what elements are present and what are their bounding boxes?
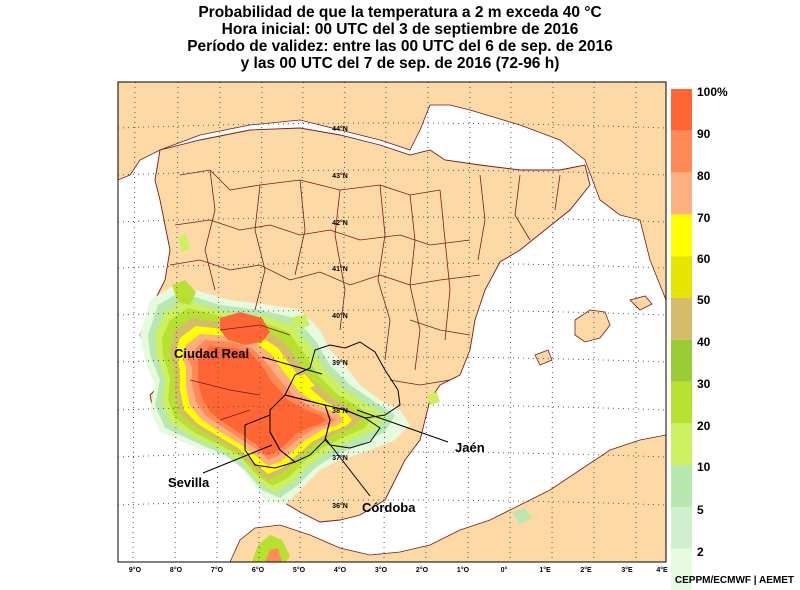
- prob-north-green-2: [178, 234, 190, 252]
- lat-label-38: 38°N: [332, 407, 348, 415]
- graticule: [118, 82, 666, 562]
- lon-label-9w: 9°O: [129, 566, 142, 574]
- legend: 100% 90 80 70 60 50 40 30 20 10 5 2: [671, 85, 728, 590]
- legend-label-90: 90: [697, 127, 711, 141]
- lon-label-3w: 3°O: [375, 566, 388, 574]
- legend-swatch-8: [671, 423, 692, 466]
- lon-label-6w: 6°O: [252, 566, 265, 574]
- lon-label-4w: 4°O: [334, 566, 347, 574]
- lat-label-43: 43°N: [332, 172, 348, 180]
- legend-label-5: 5: [697, 503, 704, 517]
- legend-swatch-11: [671, 548, 692, 590]
- legend-label-40: 40: [697, 335, 711, 349]
- place-labels: Ciudad Real Sevilla Córdoba Jaén: [168, 346, 485, 515]
- legend-label-80: 80: [697, 169, 711, 183]
- lat-label-42: 42°N: [332, 219, 348, 227]
- lon-label-1e: 1°E: [539, 566, 551, 574]
- menorca-island: [629, 295, 653, 311]
- leader-lines: [202, 356, 449, 497]
- title-line-4: y las 00 UTC del 7 de sep. de 2016 (72-9…: [240, 55, 560, 72]
- legend-swatch-7: [671, 381, 692, 424]
- legend-swatch-4: [671, 256, 692, 298]
- ciudad-real-leader: [261, 356, 323, 375]
- legend-label-70: 70: [697, 211, 711, 225]
- lat-label-44: 44°N: [332, 125, 348, 133]
- lon-label-2w: 2°O: [416, 566, 429, 574]
- legend-label-50: 50: [697, 293, 711, 307]
- province-borders: [169, 169, 561, 421]
- prob-africa-spot: [512, 508, 532, 524]
- jaen-outline: [324, 404, 381, 449]
- lon-label-1w: 1°O: [457, 566, 470, 574]
- legend-label-100: 100%: [697, 85, 728, 99]
- legend-swatch-2: [671, 172, 692, 215]
- title-line-1: Probabilidad de que la temperatura a 2 m…: [198, 4, 602, 21]
- legend-swatch-0: [671, 89, 692, 131]
- prob-africa-band: [252, 535, 290, 562]
- prob-center-yellow: [290, 374, 315, 392]
- title-line-2: Hora inicial: 00 UTC del 3 de septiembre…: [221, 21, 579, 38]
- north-africa: [229, 434, 666, 562]
- mallorca-island: [574, 309, 611, 343]
- label-ciudad-real: Ciudad Real: [174, 346, 249, 361]
- prob-100-percent: [198, 346, 326, 456]
- map-frame: [117, 81, 667, 563]
- label-cordoba: Córdoba: [362, 500, 416, 515]
- lat-label-40: 40°N: [332, 312, 348, 320]
- label-sevilla: Sevilla: [168, 475, 210, 490]
- legend-label-10: 10: [697, 460, 711, 474]
- lon-label-3e: 3°E: [621, 566, 633, 574]
- legend-swatch-3: [671, 214, 692, 257]
- prob-ne-spot: [290, 314, 310, 330]
- legend-swatch-1: [671, 130, 692, 173]
- cordoba-leader: [324, 437, 371, 497]
- lon-label-8w: 8°O: [170, 566, 183, 574]
- legend-swatch-5: [671, 298, 692, 340]
- ibiza-island: [534, 349, 553, 366]
- legend-swatch-6: [671, 339, 692, 382]
- longitude-labels: 9°O 8°O 7°O 6°O 5°O 4°O 3°O 2°O 1°O 0° 1…: [129, 566, 668, 574]
- lat-label-36: 36°N: [332, 502, 348, 510]
- legend-label-30: 30: [697, 377, 711, 391]
- jaen-leader: [356, 409, 449, 443]
- lon-label-5w: 5°O: [293, 566, 306, 574]
- legend-label-60: 60: [697, 252, 711, 266]
- lon-label-4e: 4°E: [656, 566, 668, 574]
- credit-text: CEPPM/ECMWF | AEMET: [674, 575, 794, 586]
- prob-east-spot: [427, 392, 440, 405]
- lat-label-41: 41°N: [332, 265, 348, 273]
- legend-label-20: 20: [697, 419, 711, 433]
- sevilla-leader: [202, 444, 273, 474]
- lon-label-7w: 7°O: [211, 566, 224, 574]
- prob-africa-band-inner: [265, 548, 282, 562]
- map-title: Probabilidad de que la temperatura a 2 m…: [0, 4, 800, 72]
- probability-field: [140, 234, 532, 562]
- prob-100-percent-core: [220, 312, 270, 345]
- lat-label-39: 39°N: [332, 359, 348, 367]
- legend-swatches: [671, 89, 692, 590]
- title-line-3: Período de validez: entre las 00 UTC del…: [187, 38, 613, 55]
- legend-swatch-9: [671, 465, 692, 507]
- lon-label-0: 0°: [501, 566, 508, 574]
- legend-swatch-10: [671, 507, 692, 549]
- lon-label-2e: 2°E: [580, 566, 592, 574]
- label-jaen: Jaén: [455, 440, 485, 455]
- legend-label-2: 2: [697, 545, 704, 559]
- prob-north-green: [172, 280, 196, 305]
